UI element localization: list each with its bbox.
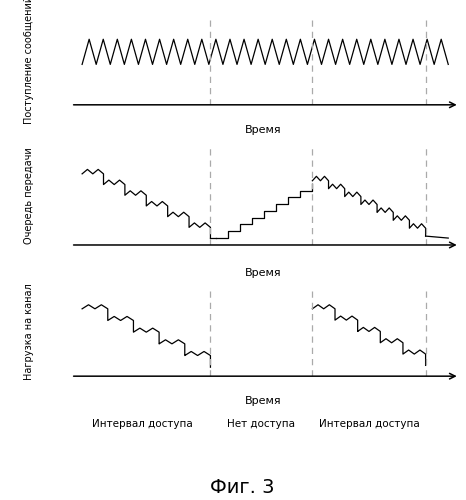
Text: Время: Время: [245, 125, 281, 135]
Text: Очередь передачи: Очередь передачи: [24, 147, 34, 244]
Text: Нагрузка на канал: Нагрузка на канал: [24, 283, 34, 380]
Text: Интервал доступа: Интервал доступа: [92, 420, 193, 430]
Text: Интервал доступа: Интервал доступа: [319, 420, 419, 430]
Text: Время: Время: [245, 396, 281, 406]
Text: Поступление сообщений: Поступление сообщений: [24, 0, 34, 124]
Text: Нет доступа: Нет доступа: [227, 420, 295, 430]
Text: Время: Время: [245, 268, 281, 278]
Text: Фиг. 3: Фиг. 3: [210, 478, 274, 497]
